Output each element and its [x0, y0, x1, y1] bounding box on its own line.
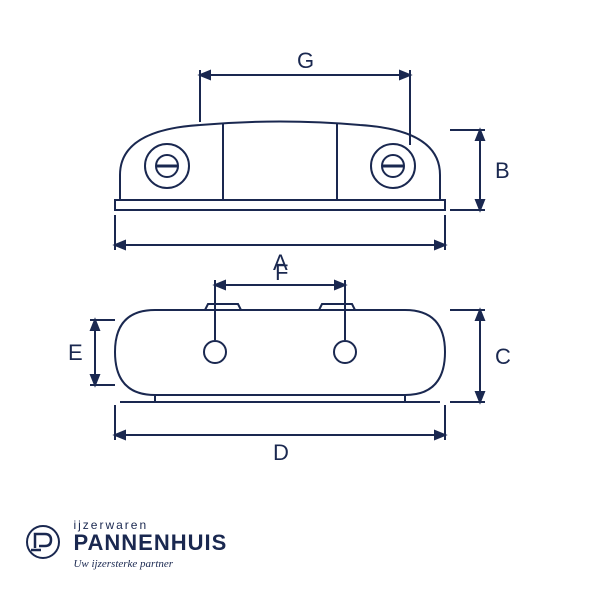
- dimension-c: [450, 310, 485, 402]
- dimension-a: [115, 215, 445, 250]
- top-view: [115, 122, 445, 211]
- logo-tagline: Uw ijzersterke partner: [73, 558, 227, 570]
- label-g: G: [297, 48, 314, 74]
- side-view: [115, 304, 445, 402]
- technical-drawing: G A B F D E C: [0, 0, 600, 600]
- label-c: C: [495, 344, 511, 370]
- dimension-b: [450, 130, 485, 210]
- logo-icon: [25, 524, 61, 565]
- label-e: E: [68, 340, 83, 366]
- logo: ijzerwaren PANNENHUIS Uw ijzersterke par…: [25, 518, 227, 570]
- logo-big-text: PANNENHUIS: [73, 530, 227, 556]
- label-f: F: [275, 260, 288, 286]
- dimension-d: [115, 405, 445, 440]
- label-d: D: [273, 440, 289, 466]
- dimension-e: [90, 320, 115, 385]
- dimension-g: [200, 70, 410, 145]
- drawing-svg: [0, 0, 600, 600]
- label-b: B: [495, 158, 510, 184]
